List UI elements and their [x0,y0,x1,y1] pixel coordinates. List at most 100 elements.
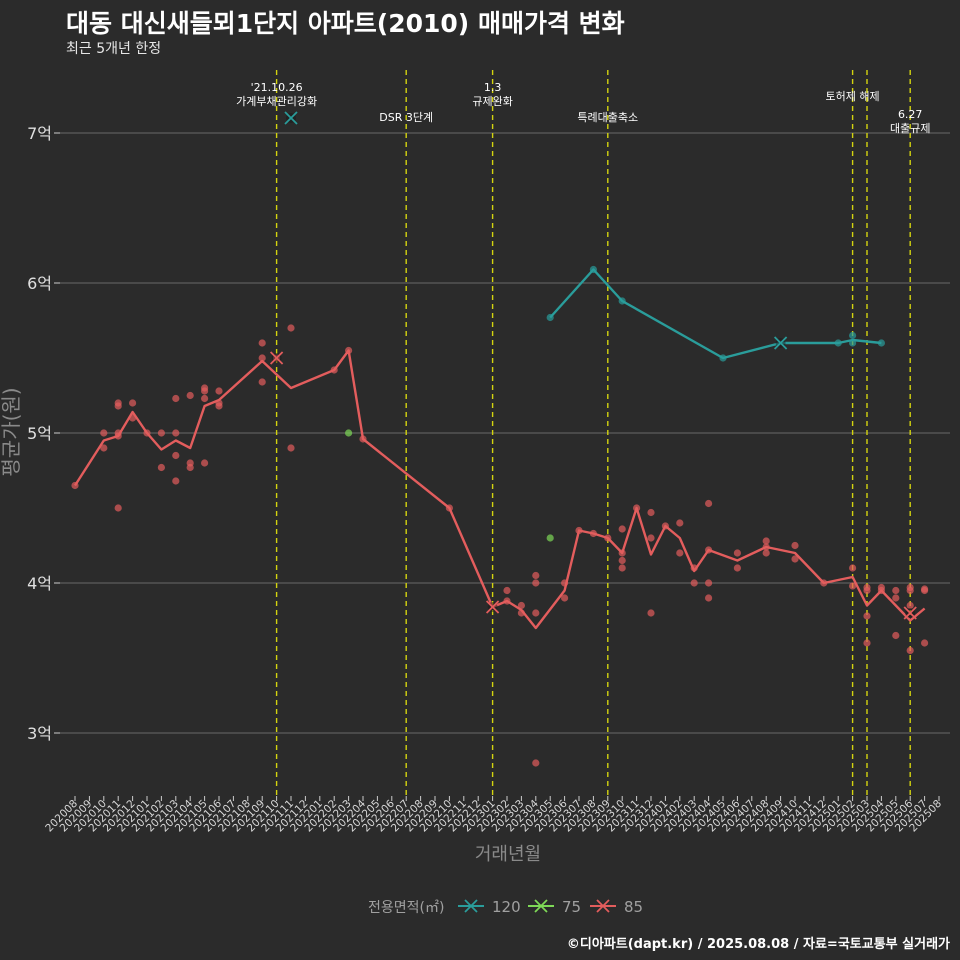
data-point [172,477,180,485]
data-point [791,555,799,563]
data-point [892,594,900,602]
data-point [129,399,137,407]
data-point [906,586,914,595]
data-point [849,564,857,572]
x-axis-label: 거래년월 [475,844,541,865]
data-point [849,331,857,340]
data-point [705,594,713,602]
event-label-line: 규제완화 [472,95,512,108]
axes: 평균가(원) 거래년월 3억4억5억6억7억202008202009202010… [0,124,944,865]
data-point [532,579,540,587]
legend-title: 전용면적(㎡) [368,900,444,916]
data-point [172,394,180,403]
data-point [186,463,194,472]
marker-stroke [773,336,788,350]
marker-stroke [269,351,284,365]
data-point [892,631,900,640]
data-point [863,639,871,647]
legend-entry-85: 85 [590,898,643,916]
data-point [676,549,684,557]
data-point [762,549,770,557]
cross-marker [773,336,788,350]
data-point [258,354,266,362]
data-point [705,579,713,587]
data-point [258,339,266,347]
event-label-line: DSR 3단계 [379,111,433,124]
marker-stroke [903,606,917,620]
data-point [114,504,122,512]
legend: 전용면적(㎡) 120 75 85 [368,898,643,916]
data-point [201,387,209,395]
series-line [549,268,882,360]
data-point [503,586,511,595]
marker-stroke [534,899,548,913]
event-label-line: '21.10.26 [251,81,303,94]
event-label-line: 대출규제 [890,122,930,135]
data-point [532,609,540,617]
y-tick-label: 7억 [27,124,52,143]
data-point [906,646,914,655]
marker-stroke [284,111,298,125]
legend-label: 85 [624,898,643,916]
data-point [647,609,655,617]
data-point [100,444,108,452]
data-point [733,549,742,557]
series-layer [71,111,929,767]
cross-marker [269,351,284,365]
event-label-line: 토허제 해제 [826,89,880,103]
grid-lines [60,132,950,734]
marker-stroke [485,600,500,614]
data-point [100,429,108,437]
data-point [186,391,194,400]
data-point [517,601,526,610]
y-tick-label: 6억 [27,274,52,293]
legend-marker [534,899,548,913]
event-label: 1.3 규제완화 [472,81,512,108]
marker-stroke [596,899,610,913]
event-label: 토허제 해제 [826,89,880,103]
legend-marker [464,899,478,913]
event-label: DSR 3단계 [379,111,433,124]
data-point [921,639,929,647]
chart-subtitle: 최근 5개년 한정 [66,41,162,57]
series-85 [71,324,929,767]
data-point [561,594,569,602]
cross-marker [903,606,917,620]
legend-label: 120 [492,898,521,916]
marker-stroke [464,899,478,913]
series-120 [284,111,886,362]
data-point [215,402,223,410]
data-point [172,451,180,460]
y-axis-label: 평균가(원) [0,387,23,476]
event-label-line: 6.27 [898,108,923,121]
data-point [618,525,626,533]
data-point [114,402,122,410]
data-point [892,586,900,595]
event-label-line: 1.3 [484,81,502,94]
data-point [157,463,165,472]
data-point [690,579,698,587]
series-line [73,349,926,630]
data-point [157,429,165,437]
data-point [287,444,295,452]
y-tick-label: 3억 [27,724,52,743]
data-point [863,612,871,620]
data-point [676,519,684,527]
data-point [345,429,353,437]
event-label: '21.10.26 가계부채관리강화 [236,81,317,108]
data-point [733,564,742,572]
data-point [215,387,223,395]
data-point [762,537,770,545]
y-tick-label: 4억 [27,574,52,593]
data-point [921,586,929,595]
data-point [863,586,871,595]
data-point [258,378,266,386]
y-tick-label: 5억 [27,424,52,443]
legend-label: 75 [562,898,581,916]
data-point [791,541,799,550]
data-point [532,571,540,580]
cross-marker [485,600,500,614]
chart-title: 대동 대신새들뫼1단지 아파트(2010) 매매가격 변화 [66,9,625,38]
